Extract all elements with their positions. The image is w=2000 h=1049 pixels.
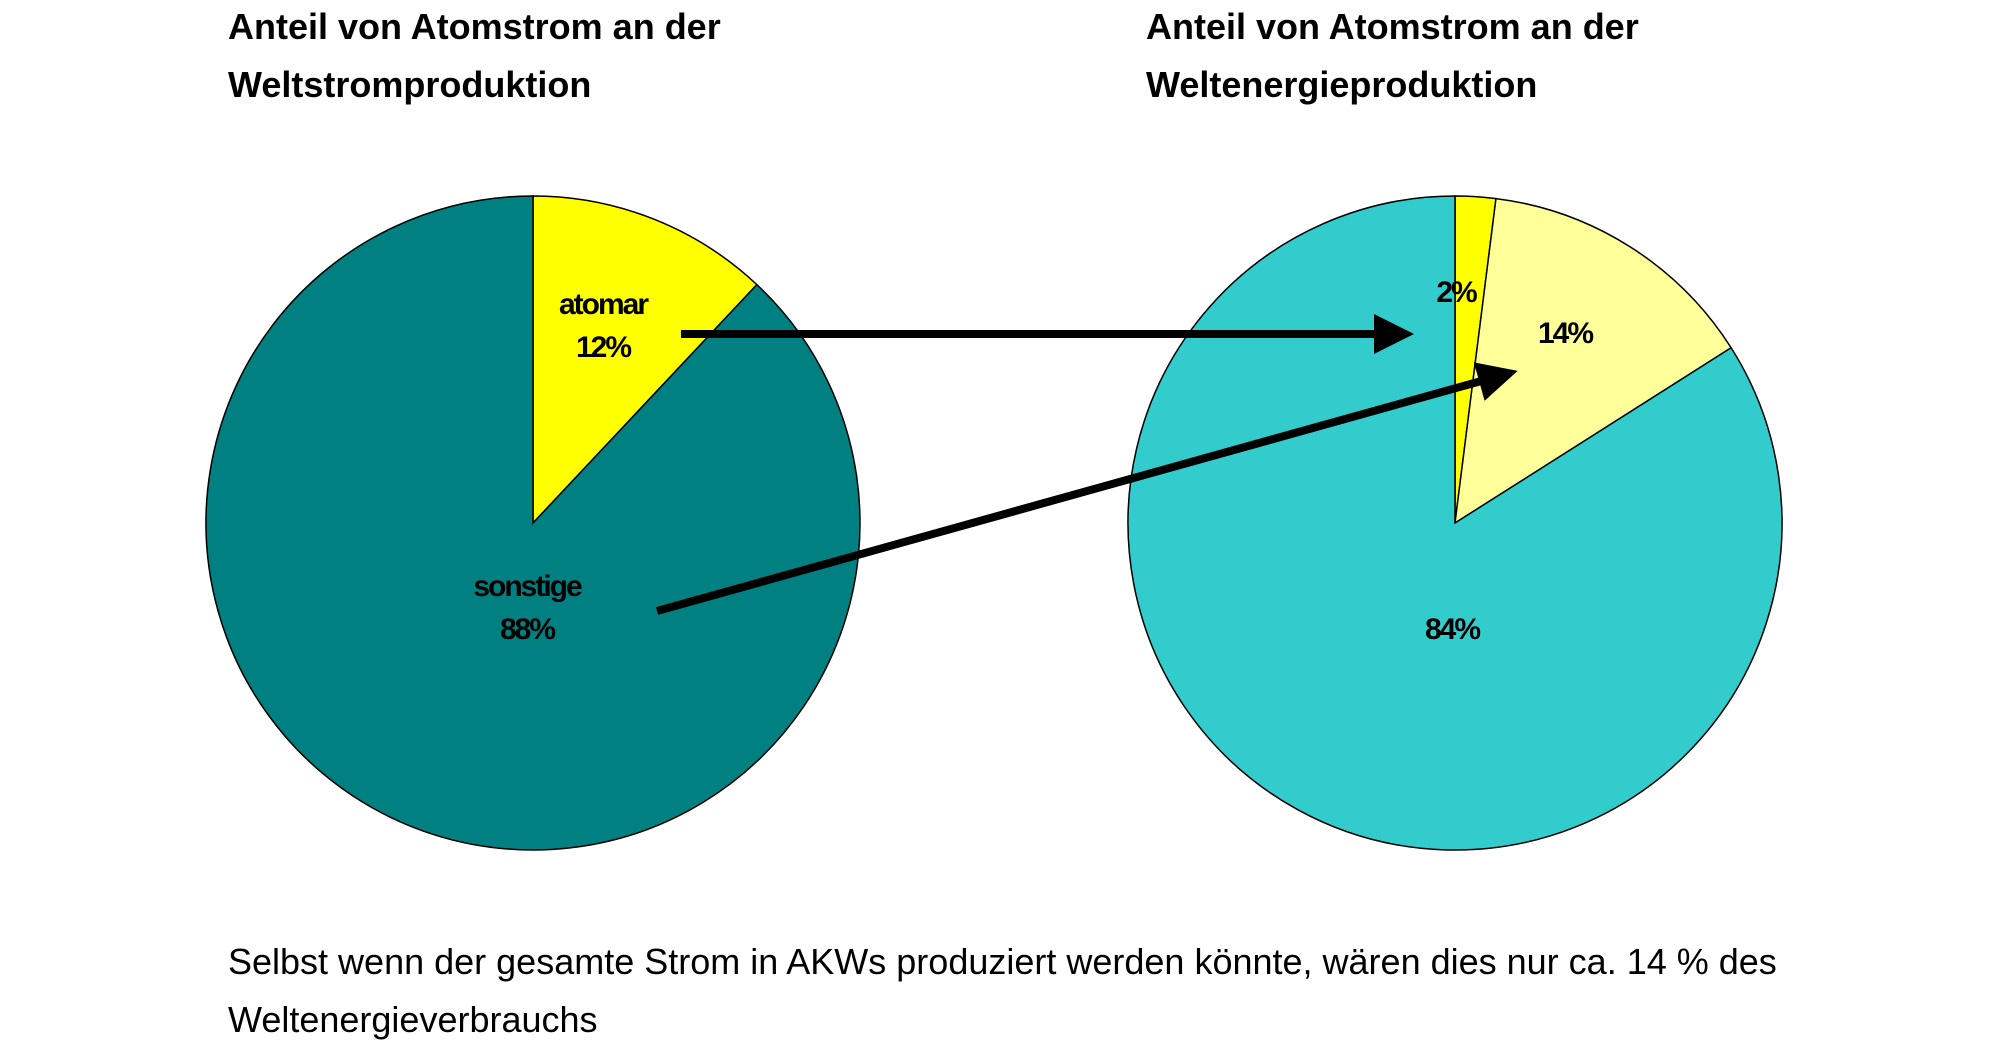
arrow-sonstige-to-14pct bbox=[655, 362, 1518, 615]
pie-1-slice-2 bbox=[1127, 195, 1783, 851]
footer-note-line-1: Selbst wenn der gesamte Strom in AKWs pr… bbox=[228, 941, 1777, 982]
right-pie-chart: 2% 14% 84% bbox=[1127, 195, 1783, 851]
left-pie-chart: atomar 12% sonstige 88% bbox=[205, 195, 861, 851]
pie-1-slice-1-percent-label: 14% bbox=[1538, 317, 1593, 350]
pie-0-slice-1-percent-label: 88% bbox=[500, 613, 555, 646]
pie-0-slice-1 bbox=[205, 195, 861, 851]
left-pie-title: Anteil von Atomstrom an der Weltstrompro… bbox=[228, 0, 721, 114]
arrows-group bbox=[655, 314, 1518, 615]
pie-0-slice-1-name-label: sonstige bbox=[473, 570, 582, 603]
pie-0-slice-0-name-label: atomar bbox=[559, 288, 649, 321]
right-pie-title-line-1: Anteil von Atomstrom an der bbox=[1146, 6, 1639, 47]
footer-note: Selbst wenn der gesamte Strom in AKWs pr… bbox=[228, 933, 1988, 1049]
pie-0-slice-0 bbox=[532, 195, 758, 525]
pie-1-slice-2-percent-label: 84% bbox=[1425, 613, 1480, 646]
left-pie-title-line-1: Anteil von Atomstrom an der bbox=[228, 6, 721, 47]
right-pie-title-line-2: Weltenergieproduktion bbox=[1146, 64, 1538, 105]
left-pie-title-line-2: Weltstromproduktion bbox=[228, 64, 592, 105]
footer-note-line-2: Weltenergieverbrauchs bbox=[228, 999, 598, 1040]
pie-1-slice-0-percent-label: 2% bbox=[1436, 276, 1477, 309]
right-pie-title: Anteil von Atomstrom an der Weltenergiep… bbox=[1146, 0, 1639, 114]
pie-0-slice-0-percent-label: 12% bbox=[576, 331, 631, 364]
pie-1-slice-1 bbox=[1454, 197, 1733, 525]
